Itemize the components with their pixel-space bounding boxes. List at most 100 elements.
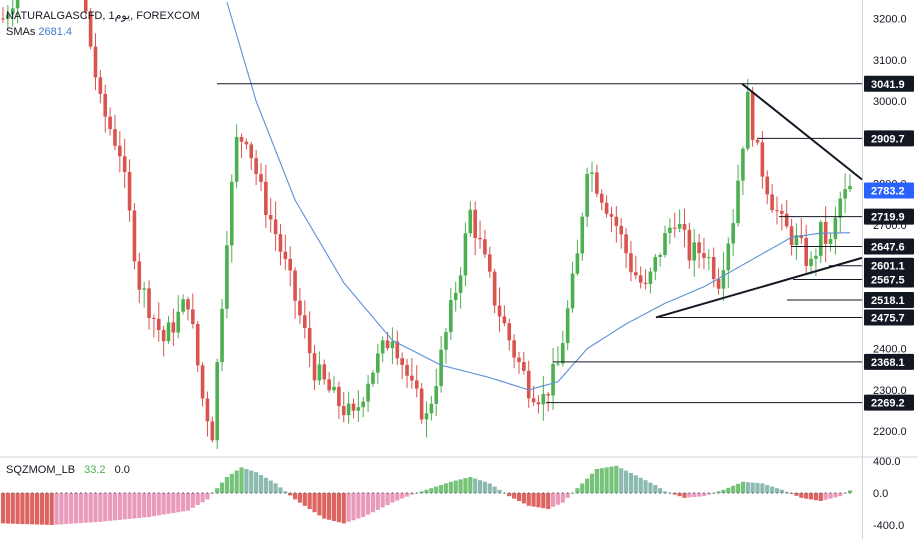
candle-body bbox=[400, 358, 404, 365]
candle-body bbox=[278, 234, 283, 252]
squeeze-dot bbox=[16, 492, 19, 494]
squeeze-dot bbox=[31, 492, 34, 494]
candle-body bbox=[127, 172, 132, 211]
momentum-bar bbox=[390, 493, 395, 503]
squeeze-dot bbox=[600, 492, 603, 494]
candle-body bbox=[317, 364, 322, 381]
squeeze-dot bbox=[143, 492, 146, 494]
candle-body bbox=[638, 275, 643, 283]
squeeze-dot bbox=[688, 492, 691, 494]
candle-body bbox=[171, 322, 176, 333]
candle-body bbox=[658, 254, 662, 258]
momentum-bar bbox=[229, 473, 234, 493]
momentum-bar bbox=[770, 486, 775, 493]
candle-body bbox=[410, 375, 414, 381]
momentum-bar bbox=[59, 493, 64, 525]
candle-body bbox=[487, 254, 492, 272]
squeeze-dot bbox=[654, 492, 657, 494]
momentum-bar bbox=[701, 493, 707, 497]
squeeze-dot bbox=[128, 492, 131, 494]
squeeze-dot bbox=[737, 492, 739, 494]
squeeze-dot bbox=[479, 492, 481, 494]
candle-body bbox=[239, 136, 244, 142]
momentum-bar bbox=[585, 478, 590, 493]
level-label: 2269.2 bbox=[871, 398, 905, 410]
squeeze-dot bbox=[50, 492, 53, 494]
candle-body bbox=[731, 223, 735, 244]
candle-body bbox=[376, 353, 380, 373]
squeeze-dot bbox=[605, 492, 608, 494]
momentum-bar bbox=[833, 493, 838, 498]
level-label: 2567.5 bbox=[871, 275, 905, 287]
squeeze-dot bbox=[148, 492, 150, 494]
squeeze-dot bbox=[153, 492, 155, 494]
momentum-bar bbox=[375, 493, 380, 510]
squeeze-dot bbox=[226, 492, 228, 494]
momentum-bar bbox=[181, 493, 186, 512]
candle-body bbox=[419, 388, 424, 420]
candle-body bbox=[741, 148, 745, 181]
level-label-box bbox=[864, 309, 914, 326]
squeeze-dot bbox=[376, 492, 379, 494]
momentum-bar bbox=[288, 493, 293, 496]
candle-body bbox=[556, 363, 560, 365]
candle-body bbox=[220, 308, 224, 363]
squeeze-dot bbox=[352, 492, 355, 494]
candle-body bbox=[799, 234, 804, 239]
candle-body bbox=[483, 239, 487, 255]
level-label: 2368.1 bbox=[871, 357, 905, 369]
momentum-bar bbox=[307, 493, 312, 509]
squeeze-dot bbox=[415, 492, 418, 494]
squeeze-dot bbox=[581, 492, 584, 494]
momentum-bar bbox=[142, 493, 147, 518]
candle-body bbox=[522, 362, 526, 371]
candle-body bbox=[560, 343, 565, 364]
squeeze-dot bbox=[269, 492, 272, 494]
candle-body bbox=[88, 11, 93, 47]
candle-body bbox=[298, 300, 302, 316]
candle-body bbox=[322, 364, 327, 380]
squeeze-dot bbox=[742, 492, 744, 494]
momentum-bar bbox=[103, 493, 108, 522]
candle-body bbox=[395, 341, 400, 359]
candle-body bbox=[551, 363, 555, 396]
candle-body bbox=[643, 282, 648, 284]
momentum-bar bbox=[258, 475, 264, 493]
candle-body bbox=[429, 403, 434, 414]
momentum-bar bbox=[327, 493, 332, 520]
candle-body bbox=[283, 251, 288, 260]
candle-body bbox=[453, 292, 458, 301]
squeeze-dot bbox=[649, 492, 652, 494]
candle-body bbox=[186, 299, 190, 310]
squeeze-dot bbox=[756, 492, 759, 494]
momentum-bar bbox=[760, 483, 765, 493]
candle-body bbox=[444, 332, 448, 350]
candle-body bbox=[609, 213, 614, 217]
candle-body bbox=[122, 156, 127, 173]
momentum-bar bbox=[161, 493, 166, 515]
momentum-bar bbox=[365, 493, 371, 515]
squeeze-dot bbox=[532, 492, 535, 494]
squeeze-dot bbox=[488, 492, 491, 494]
momentum-bar bbox=[658, 488, 663, 493]
candle-body bbox=[361, 401, 366, 408]
squeeze-dot bbox=[79, 492, 82, 494]
legend-sma: SMAs 2681.4 bbox=[6, 26, 72, 38]
momentum-bar bbox=[278, 487, 283, 493]
momentum-bar bbox=[735, 483, 741, 493]
squeeze-dot bbox=[342, 492, 345, 494]
momentum-bar bbox=[555, 493, 561, 505]
candle-body bbox=[760, 142, 765, 177]
level-label: 3041.9 bbox=[871, 79, 905, 91]
squeeze-dot bbox=[834, 492, 837, 494]
momentum-bar bbox=[623, 470, 629, 493]
level-label: 2475.7 bbox=[871, 312, 905, 324]
squeeze-dot bbox=[138, 492, 141, 494]
candle-body bbox=[83, 0, 88, 12]
momentum-bar bbox=[112, 493, 118, 521]
squeeze-dot bbox=[196, 492, 199, 494]
squeeze-dot bbox=[206, 492, 209, 494]
squeeze-dot bbox=[469, 492, 472, 494]
squeeze-dot bbox=[264, 492, 267, 494]
